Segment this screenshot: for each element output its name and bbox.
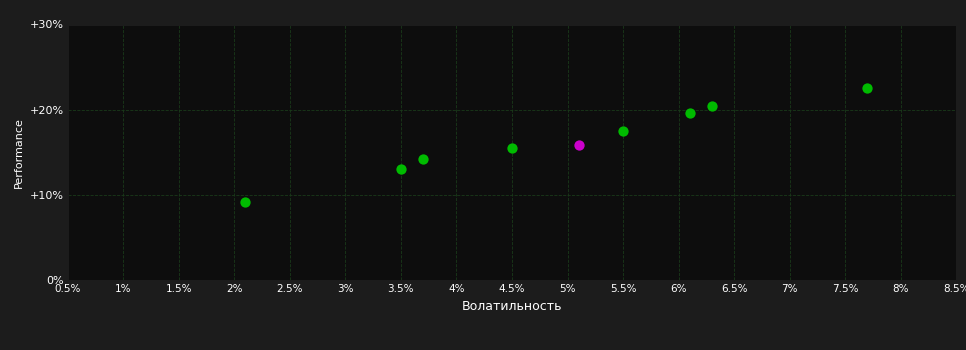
Point: [393, 167, 409, 172]
Point: [504, 145, 520, 151]
Point: [615, 128, 631, 134]
Y-axis label: Performance: Performance: [14, 117, 24, 188]
X-axis label: Волатильность: Волатильность: [462, 300, 562, 313]
Point: [704, 104, 720, 109]
Point: [238, 199, 253, 204]
Point: [571, 143, 586, 148]
Point: [415, 156, 431, 162]
Point: [682, 110, 697, 116]
Point: [860, 85, 875, 91]
